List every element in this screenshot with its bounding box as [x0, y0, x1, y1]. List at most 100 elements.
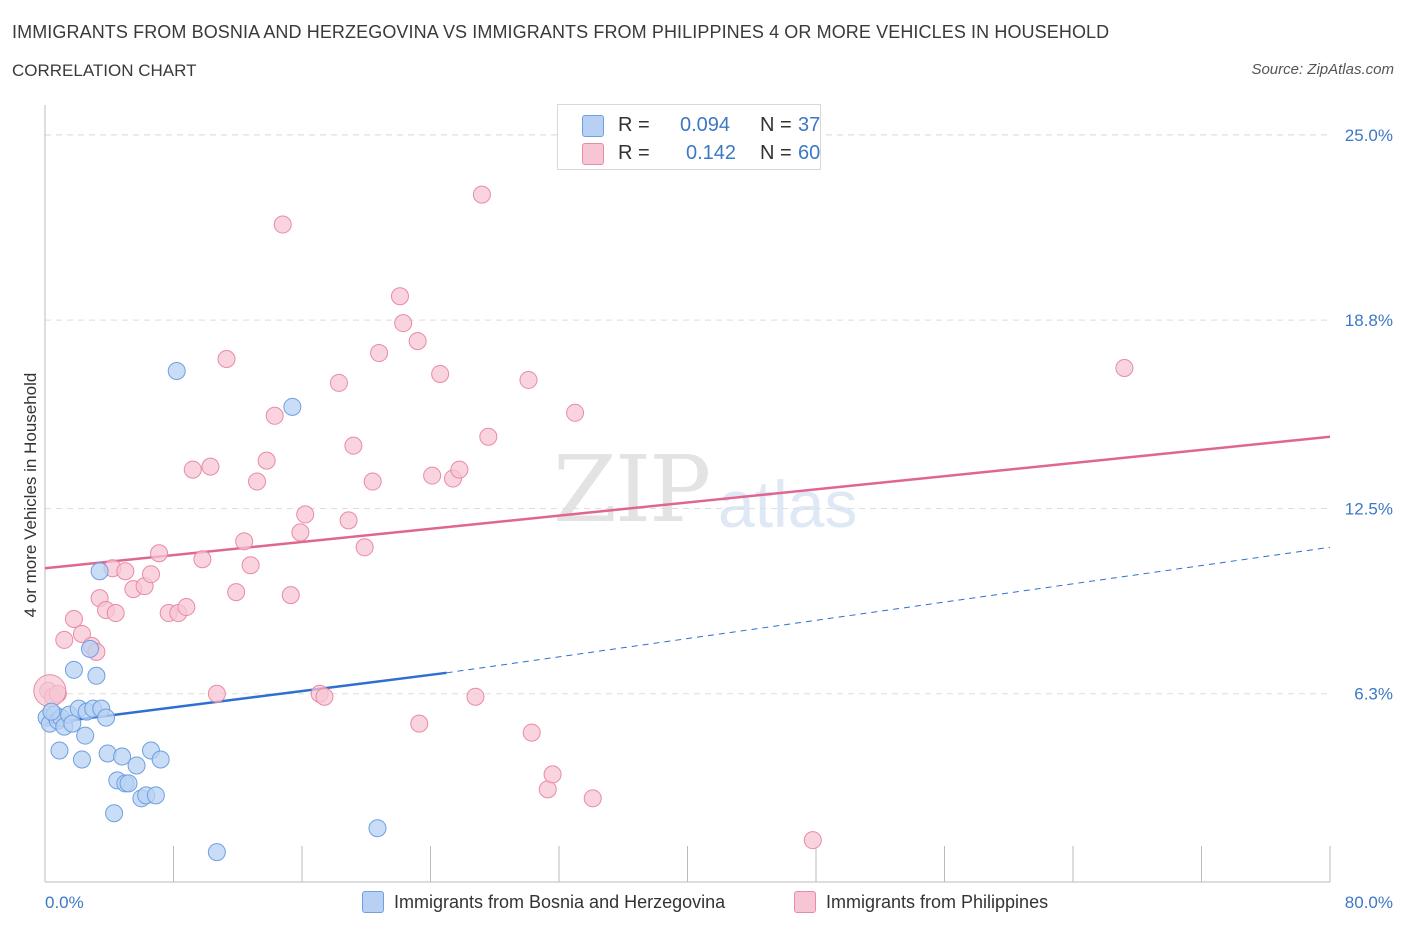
- data-point-bosnia: [127, 756, 146, 775]
- trend-line-philippines: [44, 435, 1331, 570]
- correlation-legend: R = 0.094 N = 37 R = 0.142 N = 60: [557, 104, 821, 170]
- trend-lines: [44, 435, 1331, 725]
- data-point-philippines: [450, 460, 469, 479]
- y-tick-label: 6.3%: [1354, 685, 1393, 704]
- data-point-bosnia: [283, 397, 302, 416]
- data-point-philippines: [177, 598, 196, 617]
- data-point-philippines: [72, 624, 91, 643]
- watermark-atlas: atlas: [718, 467, 858, 541]
- trend-line-bosnia-extension: [446, 546, 1331, 674]
- data-point-bosnia: [72, 750, 91, 769]
- legend-r-label: R =: [618, 141, 650, 164]
- data-point-philippines: [227, 583, 246, 602]
- legend-r-value: 0.142: [686, 141, 737, 164]
- bottom-legend-philippines: Immigrants from Philippines: [794, 889, 1048, 915]
- data-point-philippines: [538, 780, 557, 799]
- data-point-philippines: [583, 789, 602, 808]
- data-point-philippines: [1115, 358, 1134, 377]
- legend-swatch-pink: [582, 143, 604, 165]
- data-point-philippines: [217, 350, 236, 369]
- data-point-philippines: [281, 586, 300, 605]
- chart-title: IMMIGRANTS FROM BOSNIA AND HERZEGOVINA V…: [12, 22, 1110, 42]
- data-point-philippines: [291, 523, 310, 542]
- data-point-bosnia: [167, 361, 186, 380]
- data-point-bosnia: [42, 702, 61, 721]
- data-point-philippines: [265, 406, 284, 425]
- data-point-philippines: [370, 344, 389, 363]
- data-point-bosnia: [63, 714, 82, 733]
- x-tick-label-left: 0.0%: [45, 893, 84, 912]
- bottom-legend-label-bosnia: Immigrants from Bosnia and Herzegovina: [394, 891, 726, 912]
- data-point-bosnia: [87, 666, 106, 685]
- data-point-philippines: [150, 544, 169, 563]
- data-point-philippines: [390, 287, 409, 306]
- chart-subtitle: CORRELATION CHART: [12, 61, 197, 80]
- data-point-philippines: [423, 466, 442, 485]
- legend-swatch-blue: [582, 115, 604, 137]
- bottom-legend-swatch-pink: [794, 891, 816, 913]
- data-point-bosnia: [207, 843, 226, 862]
- data-point-bosnia: [97, 708, 116, 727]
- data-point-philippines: [566, 403, 585, 422]
- data-point-philippines: [142, 565, 161, 584]
- data-point-philippines: [344, 436, 363, 455]
- y-tick-label: 25.0%: [1345, 126, 1393, 145]
- data-point-bosnia: [76, 726, 95, 745]
- data-point-bosnia: [90, 562, 109, 581]
- data-point-bosnia: [50, 741, 69, 760]
- data-point-philippines: [472, 185, 491, 204]
- legend-r-value: 0.094: [680, 113, 731, 136]
- data-point-philippines: [408, 332, 427, 351]
- data-point-philippines: [241, 556, 260, 575]
- data-point-philippines: [339, 511, 358, 530]
- data-point-bosnia: [98, 744, 117, 763]
- data-point-philippines: [479, 427, 498, 446]
- legend-n-label: N =: [760, 113, 792, 136]
- data-point-philippines: [257, 451, 276, 470]
- legend-n-label: N =: [760, 141, 792, 164]
- data-point-philippines: [248, 472, 267, 491]
- data-point-philippines: [116, 562, 135, 581]
- data-point-philippines: [273, 215, 292, 234]
- legend-r-label: R =: [618, 113, 650, 136]
- data-point-bosnia: [64, 660, 83, 679]
- data-point-philippines: [363, 472, 382, 491]
- data-point-philippines: [207, 684, 226, 703]
- data-point-bosnia: [113, 747, 132, 766]
- data-point-philippines: [296, 505, 315, 524]
- series-bosnia-points: [37, 361, 387, 862]
- y-axis-label: 4 or more Vehicles in Household: [21, 373, 40, 618]
- data-point-philippines: [519, 370, 538, 389]
- y-tick-label: 18.8%: [1345, 311, 1393, 330]
- tick-labels: 6.3% 12.5% 18.8% 25.0% 0.0% 80.0%: [45, 126, 1393, 912]
- bottom-legend-label-philippines: Immigrants from Philippines: [826, 891, 1049, 912]
- data-point-bosnia: [146, 786, 165, 805]
- data-point-philippines: [235, 532, 254, 551]
- data-point-philippines: [522, 723, 541, 742]
- data-point-bosnia: [368, 819, 387, 838]
- data-point-bosnia: [151, 750, 170, 769]
- x-tick-label-right: 80.0%: [1345, 893, 1393, 912]
- data-point-bosnia: [80, 639, 99, 658]
- data-point-philippines: [55, 630, 74, 649]
- bottom-legend-bosnia: Immigrants from Bosnia and Herzegovina: [362, 889, 725, 915]
- data-point-philippines: [410, 714, 429, 733]
- axes: [44, 105, 1331, 883]
- data-point-philippines: [803, 831, 822, 850]
- data-point-philippines: [201, 457, 220, 476]
- source-credit: Source: ZipAtlas.com: [1251, 61, 1394, 78]
- data-point-philippines: [64, 610, 83, 629]
- y-tick-label: 12.5%: [1345, 499, 1393, 518]
- watermark-zip: ZIP: [553, 436, 711, 543]
- data-point-philippines: [431, 364, 450, 383]
- bottom-legend-swatch-blue: [362, 891, 384, 913]
- data-point-philippines: [466, 687, 485, 706]
- data-point-philippines: [106, 604, 125, 623]
- data-point-philippines: [315, 687, 334, 706]
- series-philippines-points: [33, 185, 1134, 850]
- data-point-philippines: [183, 460, 202, 479]
- data-point-philippines: [329, 373, 348, 392]
- data-point-philippines: [355, 538, 374, 557]
- data-point-bosnia: [105, 804, 124, 823]
